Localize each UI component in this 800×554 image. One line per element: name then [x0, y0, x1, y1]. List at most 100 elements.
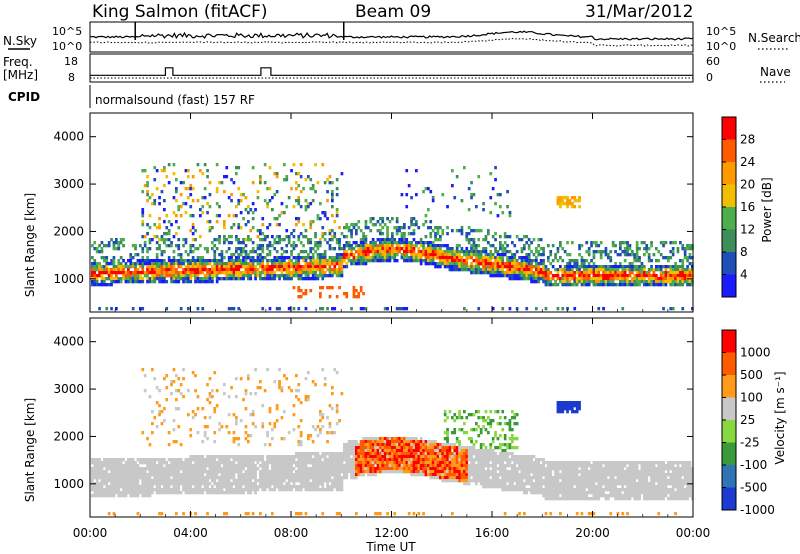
scatter-cell [671, 250, 675, 254]
scatter-cell [278, 485, 281, 489]
scatter-cell [410, 464, 413, 468]
scatter-cell [345, 458, 349, 462]
scatter-cell [364, 250, 368, 254]
scatter-cell [199, 470, 202, 474]
scatter-cell [343, 458, 346, 462]
noise-ytick-bottom-right: 10^0 [706, 40, 736, 53]
scatter-cell [95, 461, 99, 465]
scatter-cell [297, 512, 301, 516]
scatter-cell [213, 431, 217, 435]
scatter-cell [119, 470, 123, 474]
scatter-cell [211, 274, 214, 278]
scatter-cell [431, 446, 435, 450]
scatter-cell [129, 485, 133, 489]
scatter-cell [446, 232, 449, 236]
scatter-cell [374, 446, 377, 450]
scatter-cell [103, 482, 106, 486]
scatter-cell [290, 470, 293, 474]
scatter-cell [451, 169, 454, 173]
scatter-cell [237, 461, 241, 465]
scatter-cell [455, 253, 459, 257]
scatter-cell [427, 208, 430, 212]
scatter-cell [422, 512, 425, 516]
scatter-cell [266, 455, 269, 459]
scatter-cell [316, 274, 320, 278]
scatter-cell [400, 238, 404, 242]
scatter-cell [189, 434, 193, 438]
scatter-cell [259, 458, 262, 462]
scatter-cell [407, 232, 411, 236]
scatter-cell [232, 482, 236, 486]
scatter-cell [403, 307, 406, 311]
scatter-cell [467, 268, 471, 272]
scatter-cell [659, 280, 663, 284]
scatter-cell [100, 488, 104, 492]
scatter-cell [638, 256, 641, 260]
scatter-cell [117, 262, 121, 266]
scatter-cell [295, 512, 298, 516]
scatter-cell [223, 256, 226, 260]
scatter-cell [98, 473, 101, 477]
scatter-cell [343, 476, 346, 480]
scatter-cell [352, 247, 356, 251]
scatter-cell [184, 488, 188, 492]
scatter-cell [463, 166, 466, 170]
scatter-cell [350, 470, 353, 474]
scatter-cell [299, 482, 303, 486]
scatter-cell [266, 368, 269, 372]
scatter-cell [244, 262, 248, 266]
scatter-cell [335, 253, 339, 257]
scatter-cell [196, 488, 200, 492]
scatter-cell [446, 449, 449, 453]
scatter-cell [333, 235, 337, 239]
scatter-cell [148, 485, 152, 489]
scatter-cell [681, 259, 685, 263]
scatter-cell [235, 238, 238, 242]
scatter-cell [191, 232, 195, 236]
scatter-cell [117, 464, 121, 468]
scatter-cell [179, 467, 183, 471]
scatter-cell [659, 271, 663, 275]
scatter-cell [309, 467, 313, 471]
scatter-cell [131, 464, 135, 468]
scatter-cell [261, 467, 265, 471]
scatter-cell [386, 247, 389, 251]
scatter-cell [136, 494, 140, 498]
scatter-cell [314, 250, 317, 254]
scatter-cell [295, 455, 298, 459]
scatter-cell [427, 461, 430, 465]
scatter-cell [239, 226, 243, 230]
scatter-cell [566, 268, 569, 272]
scatter-cell [647, 283, 651, 287]
scatter-cell [172, 259, 176, 263]
nsearch-label: N.Search [748, 31, 800, 45]
scatter-cell [431, 467, 435, 471]
scatter-cell [448, 446, 452, 450]
scatter-cell [309, 488, 313, 492]
scatter-cell [259, 229, 262, 233]
scatter-cell [691, 274, 694, 278]
scatter-cell [191, 455, 195, 459]
scatter-cell [376, 247, 380, 251]
scatter-cell [475, 271, 478, 275]
scatter-cell [398, 437, 401, 441]
scatter-cell [434, 440, 437, 444]
scatter-cell [261, 232, 265, 236]
scatter-cell [307, 395, 310, 399]
scatter-cell [206, 280, 209, 284]
scatter-cell [479, 271, 483, 275]
scatter-cell [292, 265, 296, 269]
scatter-cell [273, 461, 277, 465]
scatter-cell [95, 482, 99, 486]
scatter-cell [143, 461, 147, 465]
scatter-cell [208, 392, 212, 396]
scatter-cell [314, 244, 317, 248]
scatter-cell [592, 250, 596, 254]
scatter-cell [335, 464, 339, 468]
scatter-cell [299, 274, 303, 278]
scatter-cell [213, 262, 217, 266]
scatter-cell [167, 491, 171, 495]
scatter-cell [119, 262, 123, 266]
scatter-cell [561, 271, 565, 275]
scatter-cell [259, 485, 262, 489]
